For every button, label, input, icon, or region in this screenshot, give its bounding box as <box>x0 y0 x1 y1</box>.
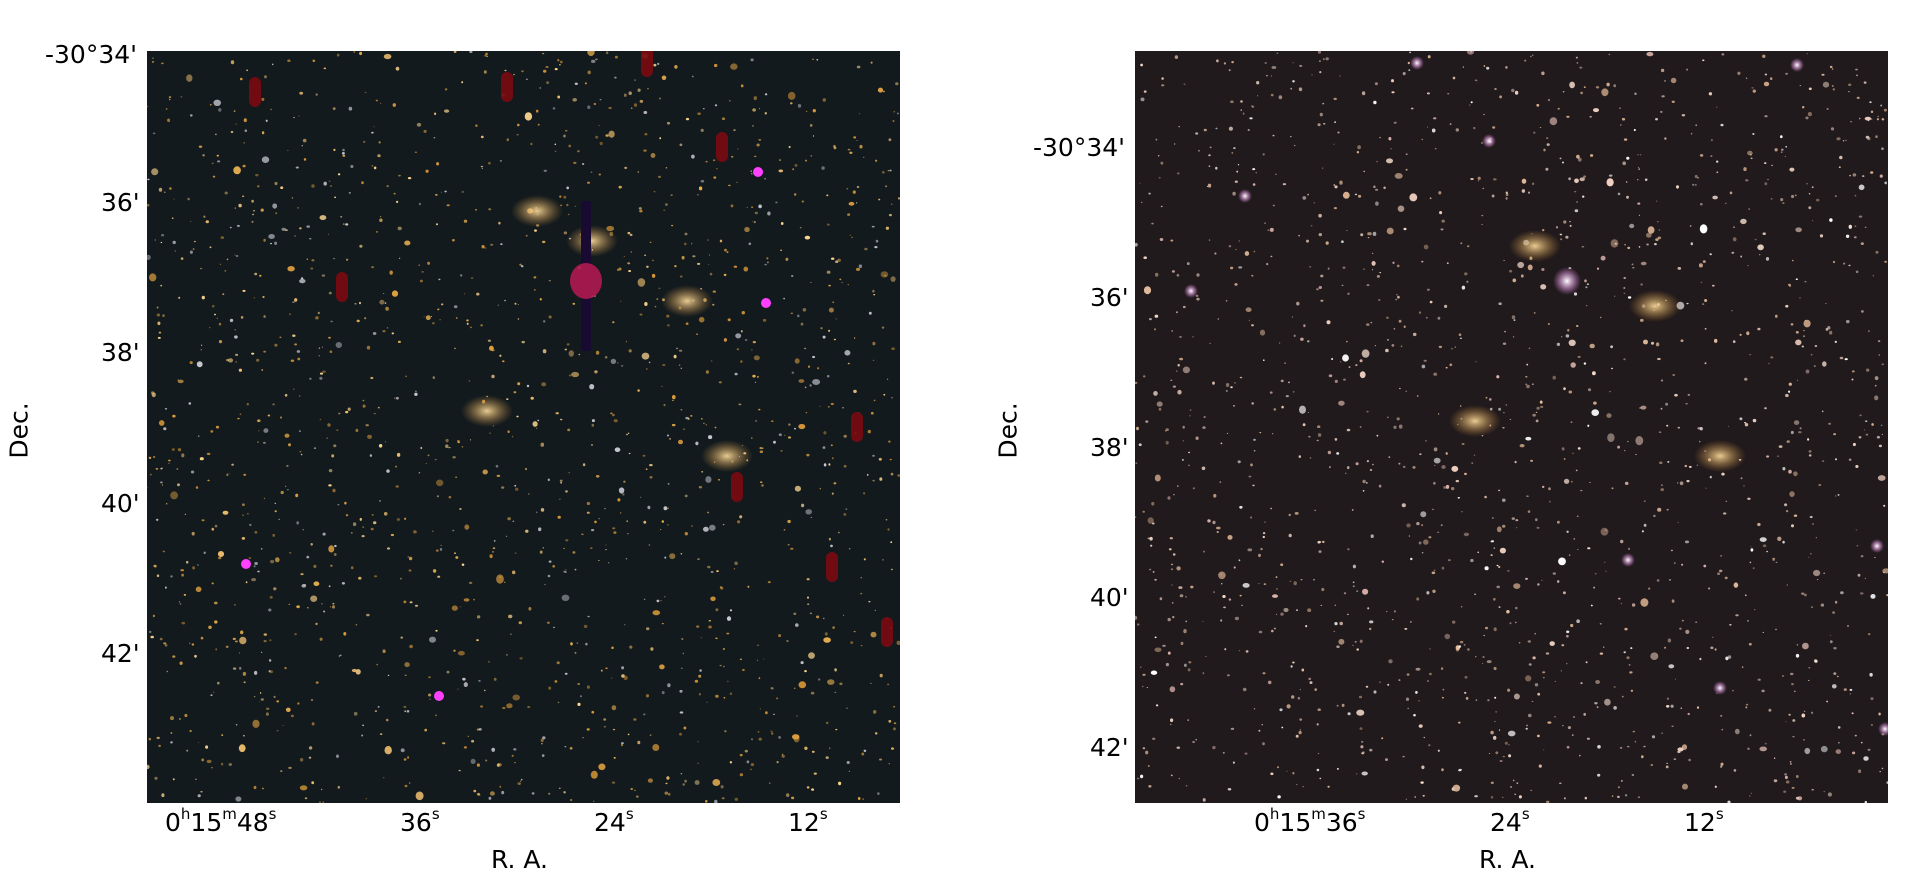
right-ytick-1: 36' <box>1090 283 1129 312</box>
left-xtick-2: 24s <box>594 805 634 837</box>
right-ylabel: Dec. <box>993 402 1023 459</box>
left-ytick-4: 42' <box>101 639 140 668</box>
left-ytick-0: -30°34' <box>45 40 138 69</box>
left-xtick-1: 36s <box>400 805 440 837</box>
right-xtick-0: 0h15m36s <box>1254 805 1366 837</box>
right-xtick-1: 24s <box>1490 805 1530 837</box>
right-ytick-2: 38' <box>1090 433 1129 462</box>
left-sky-svg <box>147 51 900 803</box>
left-sky-image <box>147 51 900 803</box>
right-ytick-0: -30°34' <box>1033 133 1126 162</box>
right-ytick-3: 40' <box>1090 583 1129 612</box>
left-ytick-1: 36' <box>101 188 140 217</box>
left-xlabel: R. A. <box>491 845 548 874</box>
left-ylabel: Dec. <box>4 402 34 459</box>
right-ytick-4: 42' <box>1090 733 1129 762</box>
left-ytick-2: 38' <box>101 338 140 367</box>
right-sky-svg <box>1135 51 1888 803</box>
right-sky-image <box>1135 51 1888 803</box>
right-xtick-2: 12s <box>1684 805 1724 837</box>
left-ytick-3: 40' <box>101 489 140 518</box>
left-xtick-3: 12s <box>788 805 828 837</box>
left-xtick-0: 0h15m48s <box>165 805 277 837</box>
right-xlabel: R. A. <box>1479 845 1536 874</box>
